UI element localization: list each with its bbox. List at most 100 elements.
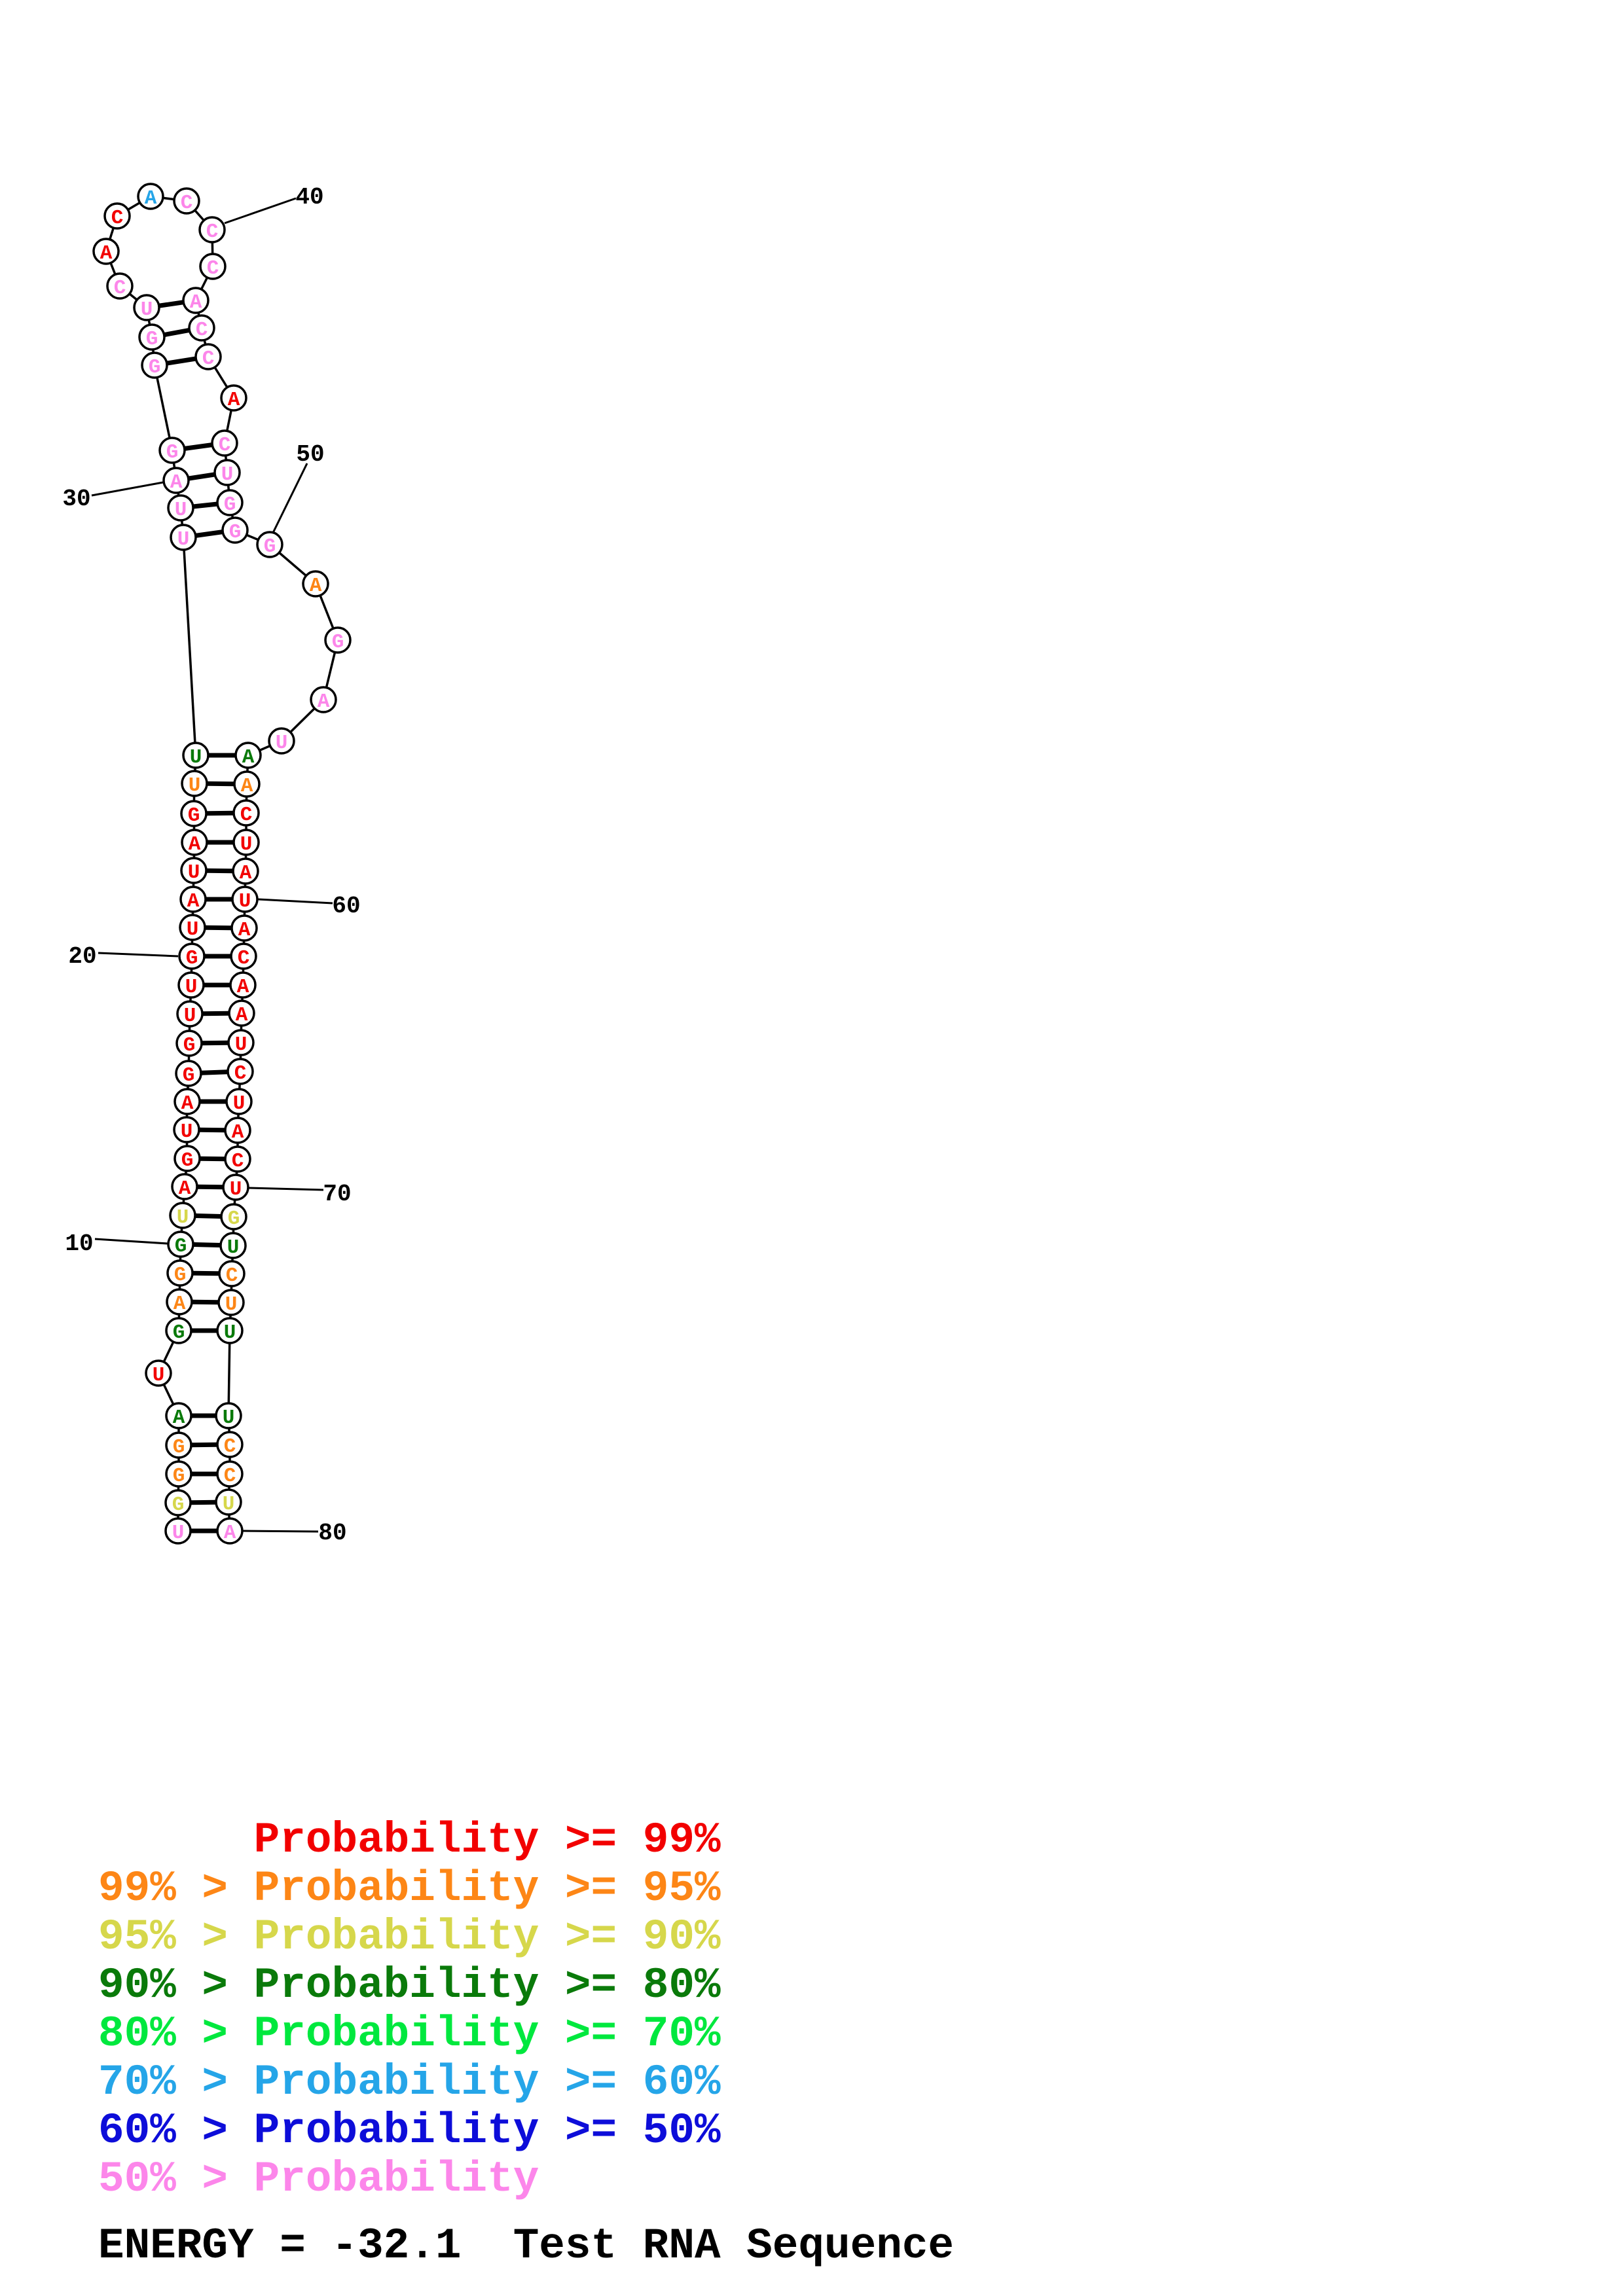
nucleotide-base: A xyxy=(240,862,252,885)
nucleotide-base: G xyxy=(146,328,158,351)
nucleotide-circle xyxy=(220,384,247,412)
nucleotide-circle xyxy=(228,999,255,1027)
nucleotide-base: U xyxy=(227,1236,240,1259)
legend-row-p95: 99% > Probability >= 95% xyxy=(98,1864,721,1913)
nucleotide-circle xyxy=(231,886,259,913)
nucleotide-base: C xyxy=(111,207,124,230)
nucleotide-circle xyxy=(230,914,258,942)
nucleotide-circle xyxy=(215,1488,242,1516)
nucleotide-base: U xyxy=(190,746,202,769)
nucleotide-base: A xyxy=(241,775,253,798)
nucleotide-base: U xyxy=(175,499,187,522)
nucleotide-circle xyxy=(179,914,206,941)
nucleotide-base: U xyxy=(153,1364,165,1387)
nucleotide-circle xyxy=(165,1460,192,1488)
nucleotide-base: A xyxy=(310,575,322,598)
nucleotide-base: C xyxy=(196,319,208,342)
legend-row-p50: 60% > Probability >= 50% xyxy=(98,2106,721,2155)
nucleotide-circle xyxy=(177,971,205,999)
nucleotide-circle xyxy=(141,351,168,379)
nucleotide-circle xyxy=(219,1232,247,1259)
label-leader-line xyxy=(91,481,164,497)
nucleotide-base: U xyxy=(235,1033,247,1056)
nucleotide-base: A xyxy=(242,746,255,769)
nucleotide-base: C xyxy=(202,348,215,370)
nucleotide-base: G xyxy=(166,441,179,464)
nucleotide-circle xyxy=(173,1116,200,1143)
nucleotide-base: G xyxy=(188,804,200,827)
nucleotide-base: C xyxy=(224,1465,236,1488)
position-label: 10 xyxy=(65,1230,93,1257)
nucleotide-circle xyxy=(164,1489,192,1516)
energy-caption: ENERGY = -32.1 Test RNA Sequence xyxy=(98,2221,955,2270)
nucleotide-base: C xyxy=(207,257,219,280)
nucleotide-base: G xyxy=(173,1436,185,1459)
position-label: 80 xyxy=(318,1520,346,1547)
nucleotide-base: C xyxy=(232,1150,244,1173)
nucleotide-circle xyxy=(176,1000,204,1028)
nucleotide-base: C xyxy=(219,434,231,457)
nucleotide-circle xyxy=(175,1060,202,1087)
legend-row-p70: 80% > Probability >= 70% xyxy=(98,2009,721,2058)
nucleotide-circle xyxy=(162,467,190,494)
nucleotide-circle xyxy=(232,799,260,827)
nucleotide-circle xyxy=(182,742,210,769)
nucleotide-circle xyxy=(199,253,227,280)
nucleotide-base: G xyxy=(172,1494,185,1516)
nucleotide-base: U xyxy=(223,1407,235,1429)
nucleotide-base: U xyxy=(276,732,288,755)
nucleotide-circle xyxy=(169,1202,196,1229)
nucleotide-circle xyxy=(164,1517,192,1545)
nucleotide-circle xyxy=(268,727,295,755)
nucleotide-base: U xyxy=(239,890,251,913)
nucleotide-base: A xyxy=(190,291,202,314)
nucleotide-circle xyxy=(302,570,329,598)
nucleotide-circle xyxy=(179,886,207,913)
nucleotide-circle xyxy=(175,1030,203,1057)
legend-row-p60: 70% > Probability >= 60% xyxy=(98,2058,721,2107)
nucleotide-base: U xyxy=(187,918,199,941)
nucleotide-base: U xyxy=(221,463,234,486)
nucleotide-circle xyxy=(213,459,241,486)
nucleotide-circle xyxy=(106,272,134,300)
nucleotide-base: U xyxy=(141,298,153,321)
backbone-line xyxy=(153,365,173,451)
nucleotide-base: C xyxy=(224,1435,236,1458)
nucleotide-circle xyxy=(233,770,261,798)
position-label: 20 xyxy=(68,943,96,970)
position-label: 50 xyxy=(296,441,324,468)
nucleotide-circle xyxy=(217,1289,245,1316)
nucleotide-circle xyxy=(167,1230,194,1258)
nucleotide-base: G xyxy=(224,493,236,516)
nucleotide-base: G xyxy=(175,1235,187,1258)
nucleotide-circle xyxy=(167,494,194,522)
nucleotide-circle xyxy=(227,1058,254,1085)
legend-row-lt50: 50% > Probability xyxy=(98,2155,539,2204)
nucleotide-base: A xyxy=(237,976,249,999)
nucleotide-base: A xyxy=(100,242,113,265)
nucleotide-circle xyxy=(216,1517,244,1545)
nucleotide-circle xyxy=(178,942,206,970)
nucleotide-circle xyxy=(324,626,352,654)
nucleotide-base: G xyxy=(186,947,198,970)
nucleotide-base: C xyxy=(114,277,126,300)
nucleotide-circle xyxy=(225,1088,253,1115)
nucleotide-base: U xyxy=(181,1121,193,1143)
nucleotide-circle xyxy=(170,524,197,551)
nucleotide-base: U xyxy=(189,774,201,797)
label-leader-line xyxy=(242,1530,319,1533)
nucleotide-base: G xyxy=(173,1465,185,1488)
label-leader-line xyxy=(94,1238,168,1245)
nucleotide-circle xyxy=(215,1402,242,1429)
nucleotide-base: A xyxy=(173,1293,186,1316)
nucleotide-circle xyxy=(92,238,120,265)
nucleotide-circle xyxy=(103,202,131,230)
nucleotide-base: A xyxy=(187,890,200,913)
nucleotide-circle xyxy=(222,1174,249,1201)
nucleotide-circle xyxy=(165,1317,192,1344)
nucleotide-circle xyxy=(211,429,238,457)
nucleotide-base: G xyxy=(183,1064,195,1087)
nucleotide-circle xyxy=(188,314,215,342)
nucleotide-circle xyxy=(232,829,260,856)
